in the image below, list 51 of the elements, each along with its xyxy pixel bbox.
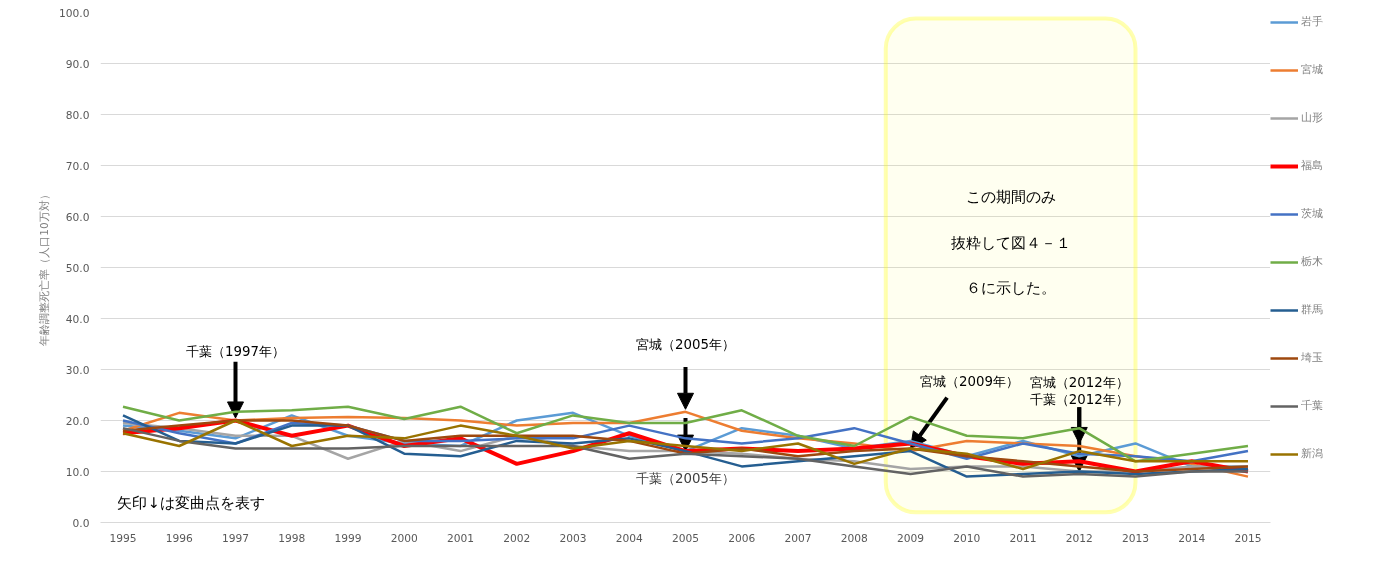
x-tick-label: 2007 <box>784 531 812 545</box>
y-tick-label: 40.0 <box>65 312 90 326</box>
x-tick-label: 2001 <box>446 531 475 545</box>
annotation: 矢印↓は変曲点を表す <box>117 493 265 511</box>
x-tick-label: 2006 <box>728 531 756 545</box>
x-tick-label: 1995 <box>109 531 137 545</box>
y-tick-label: 30.0 <box>65 363 90 377</box>
y-tick-label: 50.0 <box>65 261 90 275</box>
x-tick-label: 2000 <box>390 531 419 545</box>
x-tick-label: 2005 <box>671 531 700 545</box>
y-tick-label: 90.0 <box>65 57 90 71</box>
legend-label: 宮城 <box>1301 63 1323 77</box>
legend-label: 山形 <box>1301 111 1323 125</box>
annotation: 宮城（2012年） <box>1029 375 1129 391</box>
legend-label: 茨城 <box>1301 207 1323 221</box>
annotation: 宮城（2005年） <box>636 336 735 352</box>
y-tick-label: 100.0 <box>58 6 90 20</box>
y-tick-label: 80.0 <box>65 108 90 122</box>
y-tick-label: 60.0 <box>65 210 90 224</box>
x-tick-label: 1999 <box>334 531 362 545</box>
x-tick-label: 1997 <box>221 531 250 545</box>
x-tick-label: 2008 <box>840 531 869 545</box>
annotation: 千葉（2005年） <box>636 470 735 486</box>
x-tick-label: 2011 <box>1009 531 1037 545</box>
x-tick-label: 2010 <box>953 531 981 545</box>
y-axis-title: 年齢調整死亡率（人口10万対） <box>37 189 51 346</box>
legend-label: 新潟 <box>1301 447 1323 461</box>
legend-label: 埼玉 <box>1301 351 1323 365</box>
legend-label: 栃木 <box>1301 255 1323 269</box>
annotation: 千葉（2012年） <box>1029 392 1129 408</box>
x-tick-label: 2012 <box>1065 531 1093 545</box>
legend-label: 群馬 <box>1301 303 1323 317</box>
legend-label: 福島 <box>1301 159 1323 173</box>
y-tick-label: 70.0 <box>65 159 90 173</box>
y-tick-label: 0.0 <box>72 516 90 530</box>
x-tick-label: 2013 <box>1121 531 1150 545</box>
x-tick-label: 2015 <box>1234 531 1262 545</box>
x-tick-label: 1998 <box>278 531 306 545</box>
x-tick-label: 2014 <box>1178 531 1206 545</box>
x-tick-label: 2009 <box>896 531 925 545</box>
x-tick-label: 2003 <box>559 531 587 545</box>
x-tick-label: 2002 <box>503 531 531 545</box>
x-tick-label: 1996 <box>165 531 194 545</box>
x-tick-label: 2004 <box>615 531 644 545</box>
annotation: 千葉（1997年） <box>186 344 285 360</box>
text: この期間のみ抜粋して図４－１６に示した。 <box>950 187 1071 297</box>
y-tick-label: 20.0 <box>65 414 90 428</box>
annotation: 宮城（2009年） <box>920 373 1020 389</box>
y-tick-label: 10.0 <box>65 465 90 479</box>
legend-label: 岩手 <box>1301 15 1323 29</box>
legend-label: 千葉 <box>1301 399 1323 413</box>
